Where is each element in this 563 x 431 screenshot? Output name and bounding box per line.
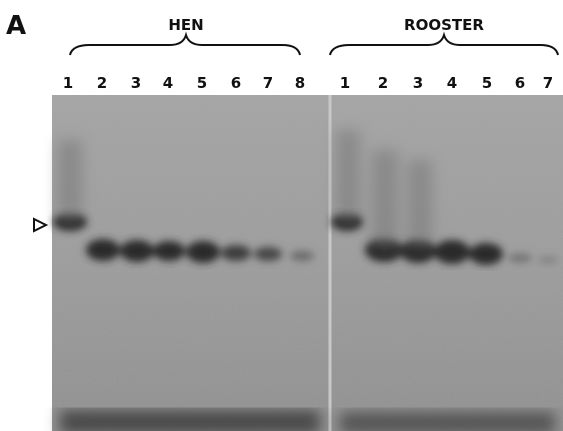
lane-number: 5 xyxy=(482,74,492,92)
lane-number: 4 xyxy=(447,74,457,92)
lane-number: 8 xyxy=(295,74,305,92)
lane-number: 4 xyxy=(163,74,173,92)
lane-number: 2 xyxy=(378,74,388,92)
lane-number: 5 xyxy=(197,74,207,92)
smears xyxy=(58,130,432,245)
lane-number: 1 xyxy=(63,74,73,92)
lane-number: 1 xyxy=(340,74,350,92)
group-label: HEN xyxy=(168,16,203,34)
lane-number: 6 xyxy=(515,74,525,92)
bracket xyxy=(69,31,301,56)
panel-label: A xyxy=(6,11,26,41)
lane-number: 2 xyxy=(97,74,107,92)
lane-number: 6 xyxy=(231,74,241,92)
lane-number: 3 xyxy=(413,74,423,92)
lane-number: 7 xyxy=(263,74,273,92)
dye-front xyxy=(60,410,555,431)
bracket xyxy=(329,31,559,56)
group-label: ROOSTER xyxy=(404,16,484,34)
band-marker xyxy=(33,217,49,233)
lane-number: 7 xyxy=(543,74,553,92)
lane-number: 3 xyxy=(131,74,141,92)
